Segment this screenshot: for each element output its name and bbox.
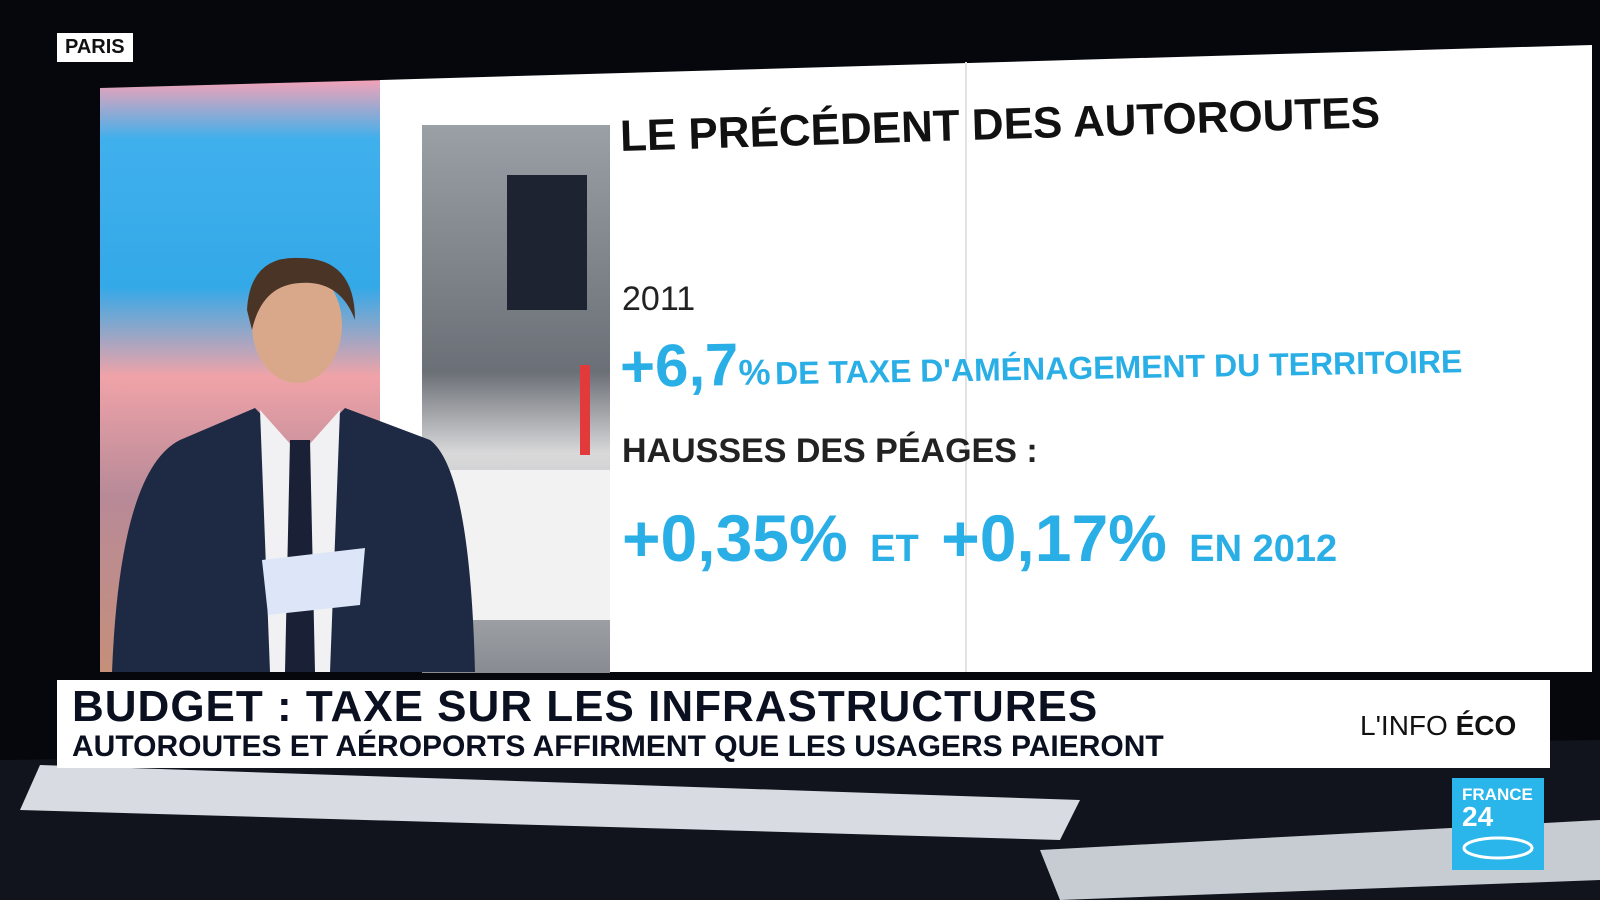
headline: BUDGET : TAXE SUR LES INFRASTRUCTURES bbox=[72, 682, 1099, 731]
tolls-heading: HAUSSES DES PÉAGES : bbox=[622, 432, 1038, 470]
toll-sign bbox=[507, 175, 587, 310]
tax-text: DE TAXE D'AMÉNAGEMENT DU TERRITOIRE bbox=[774, 343, 1463, 392]
barrier bbox=[580, 365, 590, 455]
channel-logo: FRANCE 24 bbox=[1462, 786, 1533, 831]
presenter-notes bbox=[262, 548, 365, 615]
logo-line2: 24 bbox=[1462, 801, 1494, 832]
main-screen bbox=[380, 45, 1592, 672]
presenter-head bbox=[252, 267, 342, 383]
lower-third-band bbox=[57, 680, 1550, 768]
subline: AUTOROUTES ET AÉROPORTS AFFIRMENT QUE LE… bbox=[72, 730, 1164, 763]
tax-value: +6,7 bbox=[619, 330, 740, 400]
segment-label: L'INFO ÉCO bbox=[1360, 710, 1516, 742]
toll-second: +0,17% bbox=[941, 501, 1167, 575]
tolls-line: +0,35% ET +0,17% EN 2012 bbox=[622, 500, 1337, 576]
logo-line1: FRANCE bbox=[1462, 785, 1533, 804]
logo-box bbox=[1452, 778, 1544, 870]
presenter-hair bbox=[247, 257, 355, 330]
logo-swirl bbox=[1462, 836, 1534, 860]
truck bbox=[450, 470, 610, 620]
year: 2011 bbox=[622, 280, 696, 318]
desk-surface bbox=[20, 765, 1080, 840]
toll-joiner: ET bbox=[870, 528, 919, 570]
segment-bold: ÉCO bbox=[1455, 710, 1517, 741]
toll-first: +0,35% bbox=[622, 501, 848, 575]
toll-year: EN 2012 bbox=[1189, 528, 1338, 570]
segment-prefix: L'INFO bbox=[1360, 710, 1448, 741]
tax-unit: % bbox=[738, 351, 771, 393]
location-tag: PARIS bbox=[57, 33, 133, 62]
tax-line: +6,7% DE TAXE D'AMÉNAGEMENT DU TERRITOIR… bbox=[619, 317, 1462, 401]
